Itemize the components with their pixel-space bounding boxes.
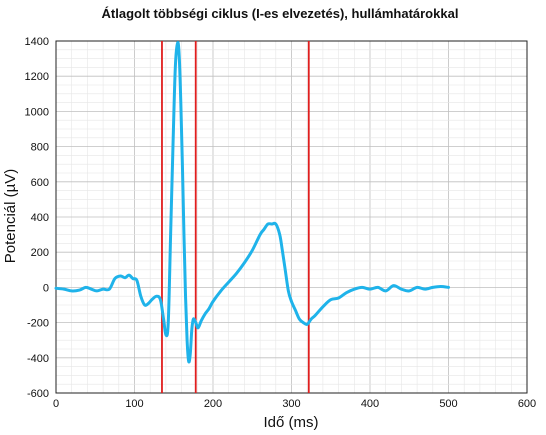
y-tick-label: 1200 <box>25 71 49 83</box>
y-tick-label: 1000 <box>25 106 49 118</box>
ecg-series-line <box>54 40 450 364</box>
y-tick-label: 800 <box>31 142 49 154</box>
x-tick-label: 600 <box>518 398 536 410</box>
y-tick-label: 200 <box>31 247 49 259</box>
x-axis-label: Idő (ms) <box>263 414 318 431</box>
x-tick-label: 200 <box>204 398 222 410</box>
x-tick-label: 400 <box>361 398 379 410</box>
y-tick-label: 600 <box>31 177 49 189</box>
chart-title: Átlagolt többségi ciklus (I-es elvezetés… <box>102 6 459 21</box>
y-tick-label: -200 <box>27 318 49 330</box>
x-tick-label: 500 <box>439 398 457 410</box>
y-tick-label: 400 <box>31 212 49 224</box>
y-tick-label: -600 <box>27 388 49 400</box>
x-tick-label: 100 <box>125 398 143 410</box>
x-tick-label: 300 <box>282 398 300 410</box>
plot-area <box>55 40 528 394</box>
series-group <box>54 40 450 364</box>
y-tick-label: 0 <box>43 282 49 294</box>
y-axis-label: Potenciál (µV) <box>2 169 19 264</box>
y-tick-label: -400 <box>27 353 49 365</box>
y-tick-label: 1400 <box>25 36 49 48</box>
x-tick-label: 0 <box>53 398 59 410</box>
y-axis-ticks: -600 -400 -200 0 200 400 600 800 1000 1200 1400 <box>25 36 49 400</box>
x-axis-ticks: 0 100 200 300 400 500 600 <box>53 398 536 410</box>
grid <box>55 40 528 394</box>
wave-boundaries <box>161 41 310 393</box>
